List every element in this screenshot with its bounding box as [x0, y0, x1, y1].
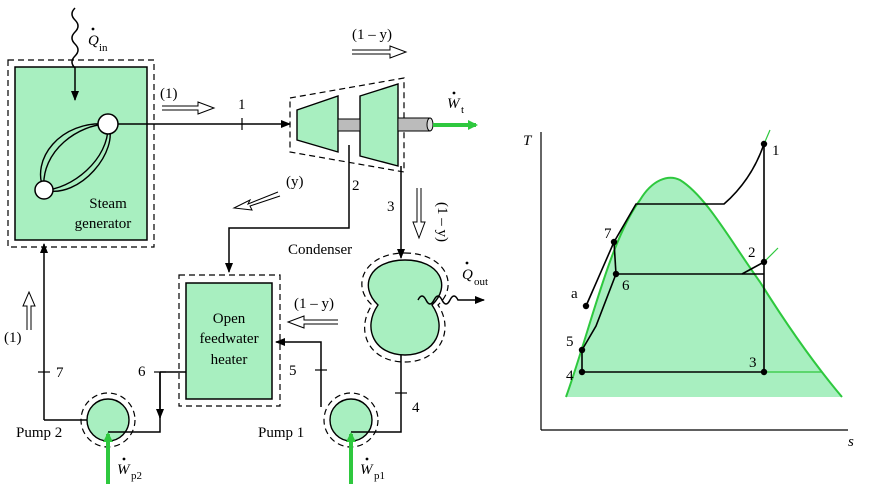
q-out-subscript: out: [474, 276, 488, 288]
ts-diagram: T s: [523, 129, 854, 450]
open-feedwater-heater: [178, 274, 281, 407]
turbine-flow-label: (1 – y): [352, 27, 392, 43]
w-t-dot: [452, 91, 456, 95]
w-p1-subscript: p1: [374, 470, 385, 482]
steam-generator: Steam generator: [7, 59, 155, 248]
extraction-arrow-icon: [232, 191, 281, 211]
q-out-symbol: Q: [462, 267, 473, 283]
flow-one-left-label: (1): [4, 330, 22, 346]
heat-out-arrow-icon: [417, 295, 485, 305]
state-point-2: [760, 258, 768, 266]
inlet-header-icon: [34, 180, 54, 200]
steam-label-1: Steam: [89, 196, 127, 212]
w-p2-symbol: W: [117, 462, 131, 478]
pump-1-label: Pump 1: [258, 425, 304, 441]
extraction-y-label: (y): [286, 174, 304, 190]
state-7-label: 7: [56, 365, 64, 381]
fwh-label-2: feedwater: [199, 331, 258, 347]
state-6-label: 6: [138, 364, 146, 380]
q-in-symbol: Q: [88, 33, 99, 49]
state-5-label: 5: [289, 363, 297, 379]
high-pressure-line: [613, 143, 765, 243]
t-axis-label: T: [523, 133, 533, 149]
ts-label-5: 5: [566, 334, 574, 350]
state-point-7: [610, 238, 618, 246]
s-axis-label: s: [848, 434, 854, 450]
heat-in-arrow-icon: [71, 7, 79, 101]
line-5: [275, 338, 322, 407]
ts-label-2: 2: [748, 245, 756, 261]
state-4-label: 4: [412, 400, 420, 416]
turbine-flow-arrow-icon: [352, 45, 408, 59]
w-t-subscript: t: [461, 104, 464, 116]
state-point-3: [760, 368, 768, 376]
state-point-6: [612, 270, 620, 278]
state-1-label: 1: [238, 97, 246, 113]
condensate-flow-arrow-icon: [286, 315, 338, 329]
line-a-7: [585, 241, 615, 307]
saturation-dome-fill: [566, 177, 842, 397]
state-point-a: [582, 302, 590, 310]
q-in-dot: [91, 27, 95, 31]
state-point-4: [578, 368, 586, 376]
turbine: [289, 77, 434, 173]
condenser-label: Condenser: [288, 242, 352, 258]
fwh-label-3: heater: [211, 352, 248, 368]
condensate-flow-label: (1 – y): [294, 296, 334, 312]
condenser-flow-arrow-icon: [412, 188, 426, 240]
saturation-dome: [565, 176, 843, 398]
fwh-label-1: Open: [213, 311, 246, 327]
w-p1-symbol: W: [360, 462, 374, 478]
ts-label-7: 7: [604, 226, 612, 242]
extraction-line-2: [225, 145, 350, 273]
ts-label-3: 3: [749, 355, 757, 371]
q-out-dot: [465, 261, 469, 265]
state-3-label: 3: [387, 199, 395, 215]
heating-5-6-line: [581, 273, 617, 351]
w-p2-subscript: p2: [131, 470, 142, 482]
ts-label-4: 4: [566, 368, 574, 384]
condenser-flow-label: (1 – y): [434, 202, 450, 242]
flow-one-left-arrow-icon: [22, 290, 36, 330]
ts-label-a: a: [571, 286, 578, 302]
pump-2-label: Pump 2: [16, 425, 62, 441]
w-t-symbol: W: [447, 96, 461, 112]
outlet-header-icon: [97, 113, 119, 135]
w-p1-dot: [365, 457, 369, 461]
isobar-extension-2: [763, 247, 779, 263]
w-p2-dot: [122, 457, 126, 461]
state-point-1: [760, 140, 768, 148]
pump-2-line: [613, 241, 617, 275]
ts-label-1: 1: [772, 143, 780, 159]
flow-one-label: (1): [160, 86, 178, 102]
ts-label-6: 6: [622, 278, 630, 294]
steam-label-2: generator: [75, 216, 132, 232]
line-4: [374, 355, 402, 433]
mid-pressure-superheat: [741, 261, 765, 275]
flow-one-arrow-icon: [162, 101, 216, 115]
state-point-5: [578, 346, 586, 354]
state-2-label: 2: [352, 178, 360, 194]
condenser: [361, 252, 449, 363]
q-in-subscript: in: [99, 42, 108, 54]
